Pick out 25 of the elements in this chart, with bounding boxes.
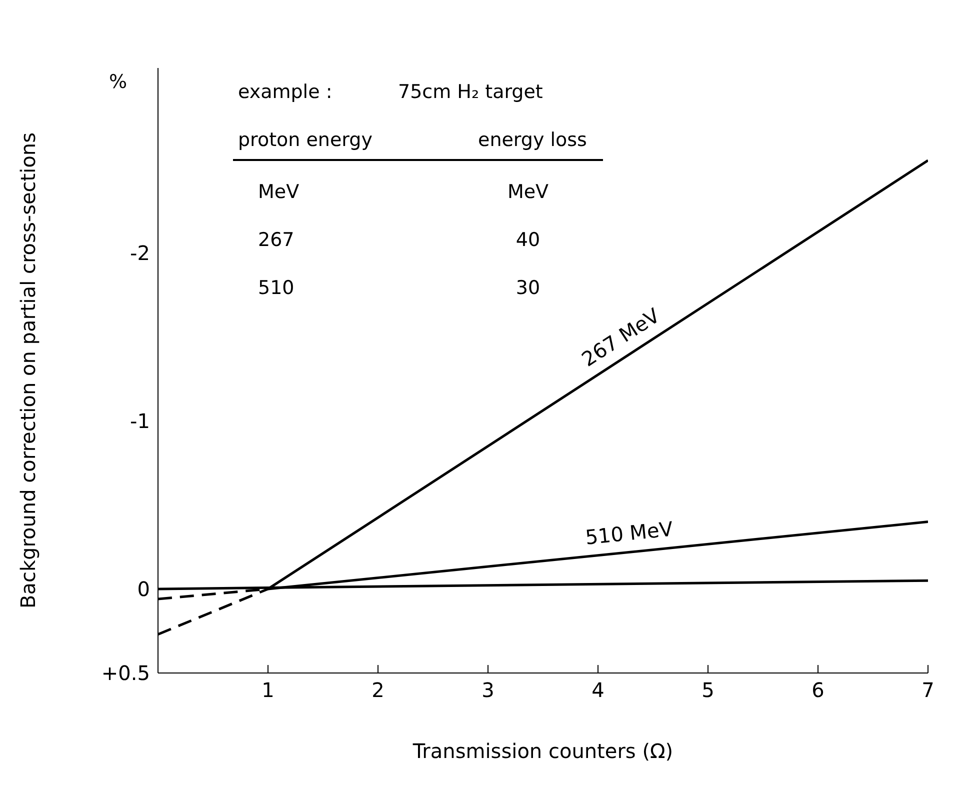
text: 510 MeV [584, 516, 674, 550]
annotation: MeV [507, 181, 549, 203]
y-tick-label: +0.5 [101, 661, 150, 686]
y-tick-label: -2 [130, 240, 150, 265]
y-tick-label: 0 [137, 577, 150, 602]
text: % [108, 71, 128, 93]
x-tick-label: 1 [262, 678, 274, 702]
annotation: 30 [516, 277, 540, 299]
annotation: 75cm H₂ target [398, 81, 543, 103]
annotation: MeV [258, 181, 300, 203]
x-tick-label: 2 [372, 678, 384, 702]
annotation: 510 [258, 277, 294, 299]
y-axis-title: Background correction on partial cross-sections [16, 132, 40, 609]
annotation: proton energy [238, 129, 372, 151]
x-tick-label: 3 [482, 678, 494, 702]
x-axis-title: Transmission counters (Ω) [412, 739, 674, 763]
annotation: 40 [516, 229, 540, 251]
annotation: 267 [258, 229, 294, 251]
annotation: example : [238, 81, 332, 103]
x-tick-label: 4 [592, 678, 604, 702]
x-tick-label: 5 [702, 678, 714, 702]
x-tick-label: 6 [812, 678, 824, 702]
x-tick-label: 7 [922, 678, 934, 702]
y-tick-label: -1 [130, 409, 150, 434]
annotation: energy loss [478, 129, 587, 151]
